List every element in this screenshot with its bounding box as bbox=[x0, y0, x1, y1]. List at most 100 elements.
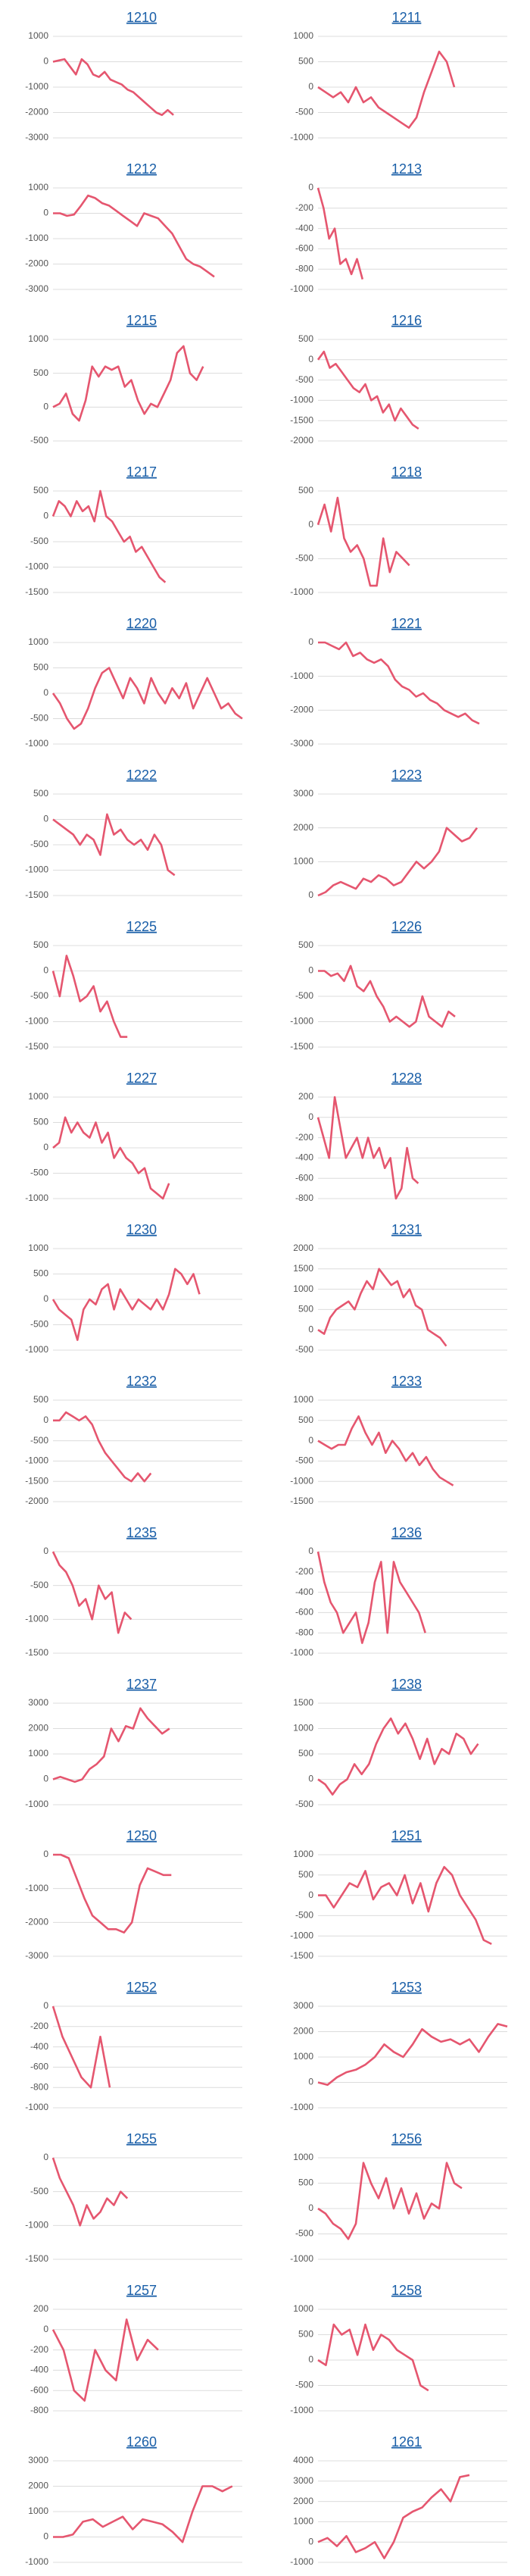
chart-title[interactable]: 1211 bbox=[392, 10, 422, 25]
y-tick-label: -800 bbox=[295, 1627, 313, 1637]
y-tick-label: -1000 bbox=[25, 738, 48, 749]
chart-title[interactable]: 1252 bbox=[126, 1980, 157, 1995]
chart-title[interactable]: 1216 bbox=[391, 313, 422, 328]
y-tick-label: -2000 bbox=[290, 435, 313, 445]
y-tick-label: 0 bbox=[43, 2531, 48, 2542]
y-tick-label: 500 bbox=[298, 2329, 313, 2340]
chart-title[interactable]: 1253 bbox=[391, 1980, 422, 1995]
y-tick-label: -400 bbox=[295, 1152, 313, 1163]
y-tick-label: -600 bbox=[295, 1172, 313, 1183]
series-line bbox=[317, 1415, 454, 1487]
chart-title[interactable]: 1235 bbox=[126, 1525, 157, 1540]
y-tick-label: 0 bbox=[308, 636, 313, 647]
y-tick-label: -1500 bbox=[290, 414, 313, 425]
chart-title[interactable]: 1226 bbox=[391, 919, 422, 934]
chart-title[interactable]: 1258 bbox=[391, 2283, 422, 2298]
y-tick-label: 1000 bbox=[28, 1243, 48, 1253]
y-tick-label: 0 bbox=[43, 208, 48, 218]
series-line bbox=[52, 345, 204, 422]
y-tick-label: -1000 bbox=[25, 1799, 48, 1809]
y-tick-label: 1000 bbox=[293, 30, 313, 41]
series-line bbox=[318, 641, 480, 725]
y-tick-label: 4000 bbox=[293, 2455, 313, 2465]
y-tick-label: 500 bbox=[33, 939, 48, 950]
y-tick-label: -1000 bbox=[290, 2253, 313, 2264]
chart-title[interactable]: 1230 bbox=[126, 1222, 157, 1237]
y-tick-label: -1000 bbox=[290, 1930, 313, 1940]
chart-title[interactable]: 1225 bbox=[126, 919, 157, 934]
chart-title[interactable]: 1217 bbox=[126, 464, 157, 480]
series-line bbox=[318, 964, 456, 1028]
y-tick-label: -500 bbox=[30, 1168, 48, 1178]
y-tick-label: 500 bbox=[298, 1748, 313, 1758]
y-tick-label: 200 bbox=[33, 2303, 48, 2314]
y-tick-label: -1500 bbox=[290, 1041, 313, 1052]
chart-title[interactable]: 1223 bbox=[391, 767, 422, 783]
y-tick-label: 0 bbox=[43, 1774, 48, 1784]
series-line bbox=[317, 2323, 429, 2392]
chart-title[interactable]: 1232 bbox=[126, 1374, 157, 1389]
chart-title[interactable]: 1210 bbox=[126, 10, 157, 25]
chart-title[interactable]: 1255 bbox=[126, 2131, 157, 2146]
chart-title[interactable]: 1238 bbox=[391, 1677, 422, 1692]
chart-title[interactable]: 1236 bbox=[391, 1525, 422, 1540]
y-tick-label: -600 bbox=[295, 1607, 313, 1618]
series-line bbox=[317, 827, 479, 897]
y-tick-label: 0 bbox=[308, 1890, 313, 1900]
y-tick-label: 200 bbox=[298, 1091, 313, 1102]
y-tick-label: -1000 bbox=[25, 2102, 48, 2112]
y-tick-label: -500 bbox=[295, 1799, 313, 1809]
series-line bbox=[51, 1268, 201, 1341]
y-tick-label: 0 bbox=[308, 2202, 313, 2213]
y-tick-label: -500 bbox=[295, 107, 313, 117]
y-tick-label: -1500 bbox=[25, 1647, 48, 1658]
chart-title[interactable]: 1260 bbox=[126, 2434, 157, 2449]
y-tick-label: -500 bbox=[30, 713, 48, 724]
chart-title[interactable]: 1220 bbox=[126, 616, 157, 631]
y-tick-label: 500 bbox=[298, 2177, 313, 2188]
y-tick-label: -500 bbox=[30, 536, 48, 546]
chart-title[interactable]: 1213 bbox=[391, 161, 422, 177]
chart-title[interactable]: 1233 bbox=[391, 1374, 422, 1389]
y-tick-label: -500 bbox=[30, 1580, 48, 1590]
series-line bbox=[316, 496, 410, 587]
chart-title[interactable]: 1215 bbox=[126, 313, 157, 328]
chart-title[interactable]: 1237 bbox=[126, 1677, 157, 1692]
y-tick-label: -1500 bbox=[25, 586, 48, 597]
chart-title[interactable]: 1227 bbox=[126, 1071, 157, 1086]
y-tick-label: 0 bbox=[43, 687, 48, 698]
y-tick-label: 2000 bbox=[293, 2026, 313, 2037]
chart-title[interactable]: 1228 bbox=[391, 1071, 422, 1086]
series-line bbox=[316, 350, 419, 430]
chart-title[interactable]: 1212 bbox=[126, 161, 157, 177]
y-tick-label: -200 bbox=[30, 2021, 48, 2031]
y-tick-label: 1000 bbox=[28, 182, 48, 192]
y-tick-label: -500 bbox=[30, 2186, 48, 2196]
y-tick-label: -2000 bbox=[25, 107, 48, 117]
series-line bbox=[51, 2318, 159, 2402]
y-tick-label: -3000 bbox=[25, 283, 48, 294]
y-tick-label: 2000 bbox=[28, 2481, 48, 2491]
y-tick-label: -1000 bbox=[290, 2405, 313, 2415]
chart-title[interactable]: 1256 bbox=[391, 2131, 422, 2146]
chart-title[interactable]: 1251 bbox=[391, 1828, 422, 1843]
chart-title[interactable]: 1221 bbox=[391, 616, 422, 631]
series-line bbox=[317, 1717, 479, 1796]
y-tick-label: -500 bbox=[295, 1344, 313, 1355]
chart-title[interactable]: 1218 bbox=[391, 464, 422, 480]
y-tick-label: 500 bbox=[298, 56, 313, 67]
y-tick-label: -400 bbox=[295, 1587, 313, 1597]
chart-title[interactable]: 1231 bbox=[391, 1222, 422, 1237]
chart-title[interactable]: 1261 bbox=[391, 2434, 422, 2449]
chart-title[interactable]: 1257 bbox=[126, 2283, 157, 2298]
y-tick-label: -1000 bbox=[290, 1647, 313, 1658]
y-tick-label: 500 bbox=[33, 662, 48, 673]
y-tick-label: 1000 bbox=[28, 30, 48, 41]
chart-title[interactable]: 1250 bbox=[126, 1828, 157, 1843]
y-tick-label: 0 bbox=[43, 814, 48, 824]
y-tick-label: -800 bbox=[295, 263, 313, 274]
y-tick-label: 3000 bbox=[293, 2000, 313, 2011]
y-tick-label: -1000 bbox=[25, 1883, 48, 1893]
chart-title[interactable]: 1222 bbox=[126, 767, 157, 783]
y-tick-label: 500 bbox=[33, 485, 48, 496]
